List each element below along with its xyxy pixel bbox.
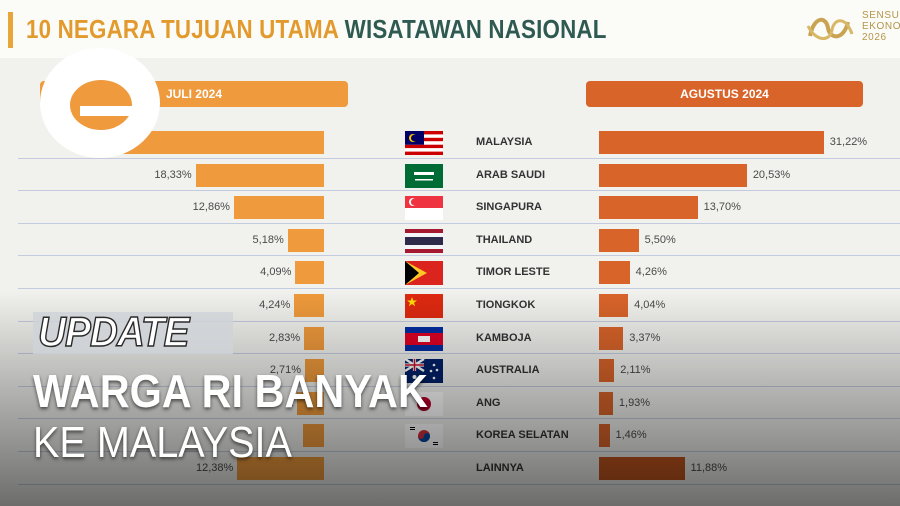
- value-label-agustus: 31,22%: [829, 136, 868, 148]
- bar-juli-timor-leste: [295, 261, 324, 285]
- value-label-juli: 5,18%: [252, 233, 284, 246]
- title-bar: 10 NEGARA TUJUAN UTAMA WISATAWAN NASIONA…: [0, 0, 900, 58]
- value-label-juli: 12,86%: [192, 201, 230, 214]
- sensus-ekonomi-logo: SENSUS EKONOMI 2026: [800, 6, 900, 52]
- row-divider: [18, 222, 900, 224]
- logo-text-line-2: EKONOMI: [862, 21, 900, 32]
- series-header-aug: AGUSTUS 2024: [586, 81, 863, 107]
- row-divider: [18, 255, 900, 257]
- row-divider: [18, 287, 900, 289]
- country-label: ARAB SAUDI: [476, 168, 546, 181]
- title-part-1: 10 NEGARA TUJUAN UTAMA: [26, 14, 339, 44]
- country-label: MALAYSIA: [476, 136, 533, 148]
- value-label-agustus: 4,26%: [635, 266, 667, 279]
- bar-agustus-arab-saudi: [599, 163, 747, 187]
- chart-title: 10 NEGARA TUJUAN UTAMA WISATAWAN NASIONA…: [26, 14, 607, 45]
- value-label-juli: 4,09%: [260, 266, 292, 279]
- country-label: SINGAPURA: [476, 201, 543, 214]
- row-divider: [18, 157, 900, 159]
- value-label-agustus: 5,50%: [644, 233, 676, 246]
- row-divider: [18, 190, 900, 192]
- bar-juli-singapura: [233, 196, 324, 220]
- update-badge: UPDATE: [37, 307, 190, 356]
- saudi-flag-icon: [405, 163, 443, 188]
- value-label-agustus: 20,53%: [752, 168, 791, 181]
- bar-juli-thailand: [287, 228, 324, 252]
- table-row: 4,09% TIMOR LESTE 4,26%: [0, 256, 900, 289]
- malaysia-flag-icon: [405, 131, 443, 155]
- logo-text-line-1: SENSUS: [862, 10, 900, 21]
- bar-juli-malaysia: [121, 131, 324, 154]
- channel-logo-mark: [70, 80, 132, 130]
- thailand-flag-icon: [405, 228, 443, 253]
- bar-juli-arab-saudi: [195, 163, 324, 187]
- table-row: 12,86% SINGAPURA 13,70%: [0, 191, 900, 224]
- title-accent: [8, 12, 13, 48]
- sensus-logo-icon: [806, 17, 854, 40]
- value-label-agustus: 13,70%: [703, 201, 741, 214]
- table-row: 3MALAYSIA31,22%: [0, 126, 900, 159]
- bar-agustus-malaysia: [599, 131, 824, 154]
- logo-text: SENSUS EKONOMI 2026: [862, 10, 900, 43]
- timor-leste-flag-icon: [405, 261, 443, 286]
- headline-line-1: WARGA RI BANYAK: [33, 365, 428, 417]
- update-badge-bg: [33, 312, 233, 354]
- table-row: 5,18% THAILAND 5,50%: [0, 224, 900, 257]
- headline-line-2: KE MALAYSIA: [33, 418, 292, 467]
- singapore-flag-icon: [405, 196, 443, 221]
- bar-agustus-singapura: [599, 196, 698, 220]
- channel-logo-slot: [80, 106, 134, 116]
- bar-agustus-thailand: [599, 228, 639, 252]
- logo-text-line-3: 2026: [862, 32, 887, 43]
- table-row: 18,33% ARAB SAUDI 20,53%: [0, 159, 900, 192]
- title-part-2: WISATAWAN NASIONAL: [344, 14, 607, 44]
- country-label: THAILAND: [476, 233, 533, 246]
- bar-agustus-timor-leste: [599, 261, 630, 285]
- country-label: TIMOR LESTE: [476, 266, 550, 279]
- value-label-juli: 18,33%: [154, 168, 192, 181]
